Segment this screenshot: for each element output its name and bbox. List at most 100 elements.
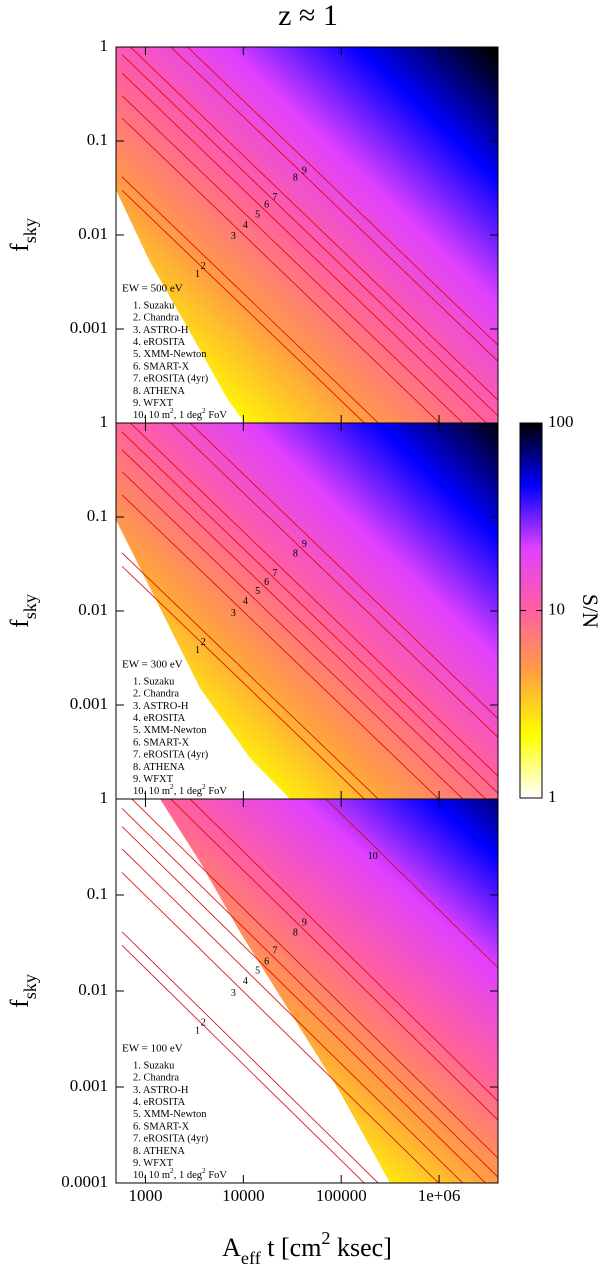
survey-line xyxy=(121,176,379,423)
legend-item: 5. XMM-Newton xyxy=(133,1109,207,1120)
x-tick-label: 1e+06 xyxy=(418,1186,461,1205)
survey-label: 9 xyxy=(302,917,307,928)
survey-label: 6 xyxy=(264,200,269,211)
text-part: 2 xyxy=(321,1228,330,1248)
legend-item: 6. SMART-X xyxy=(133,737,190,748)
survey-line xyxy=(121,931,379,1183)
text-part: eff xyxy=(241,1248,262,1268)
survey-label: 3 xyxy=(231,608,236,619)
survey-label: 1 xyxy=(195,645,200,656)
survey-label: 8 xyxy=(293,927,298,938)
text-part: 2 xyxy=(202,1166,206,1175)
text-part: FoV xyxy=(206,1170,228,1181)
survey-line xyxy=(121,848,464,1183)
survey-label: 6 xyxy=(264,956,269,967)
legend-item: 7. eROSITA (4yr) xyxy=(133,750,209,761)
legend-item: 4. eROSITA xyxy=(133,337,186,348)
text-part: , 1 deg xyxy=(174,410,203,421)
legend-item: 6. SMART-X xyxy=(133,1121,190,1132)
text-part: t [cm xyxy=(261,1233,322,1262)
y-tick-label: 0.0001 xyxy=(61,1172,108,1191)
survey-label: 3 xyxy=(231,988,236,999)
survey-label: 4 xyxy=(243,976,248,987)
legend-item: 9. WFXT xyxy=(133,398,174,409)
legend-title: EW = 500 eV xyxy=(122,283,183,295)
legend-item: 2. Chandra xyxy=(133,689,179,700)
legend-item: 2. Chandra xyxy=(133,313,179,324)
legend-item: 8. ATHENA xyxy=(133,762,185,773)
legend-item: 4. eROSITA xyxy=(133,1097,186,1108)
legend-item: 8. ATHENA xyxy=(133,386,185,397)
survey-label: 1 xyxy=(195,269,200,280)
survey-line xyxy=(121,872,440,1183)
no-detection-region xyxy=(116,799,390,1183)
legend-item: 9. WFXT xyxy=(133,774,174,785)
survey-line xyxy=(325,799,498,969)
legend-item: 9. WFXT xyxy=(133,1158,174,1169)
colorbar-tick-label: 100 xyxy=(548,412,574,431)
survey-line xyxy=(121,54,498,417)
text-part: f xyxy=(5,243,34,252)
text-part: 2 xyxy=(170,1166,174,1175)
x-tick-label: 1000 xyxy=(128,1186,162,1205)
survey-line xyxy=(121,565,365,799)
survey-line xyxy=(170,47,498,362)
text-part: f xyxy=(5,619,34,628)
survey-line xyxy=(121,95,464,423)
text-part: 2 xyxy=(170,782,174,791)
legend-title: EW = 300 eV xyxy=(122,659,183,671)
y-tick-label: 0.01 xyxy=(78,980,108,999)
survey-label: 2 xyxy=(201,261,206,272)
no-detection-region xyxy=(116,190,245,423)
y-tick-label: 0.01 xyxy=(78,224,108,243)
legend-item: 5. XMM-Newton xyxy=(133,725,207,736)
y-tick-label: 0.001 xyxy=(70,1076,108,1095)
legend-item: 2. Chandra xyxy=(133,1073,179,1084)
y-axis-label: fsky xyxy=(5,973,40,1008)
text-part: FoV xyxy=(206,410,228,421)
legend-item: 6. SMART-X xyxy=(133,361,190,372)
y-tick-label: 0.1 xyxy=(87,130,108,149)
survey-line xyxy=(121,552,379,799)
survey-label: 3 xyxy=(231,231,236,242)
legend-item: 10. 10 m2, 1 deg2 FoV xyxy=(133,1166,227,1181)
text-part: sky xyxy=(20,217,40,243)
legend-item: 3. ASTRO-H xyxy=(133,701,189,712)
survey-label: 7 xyxy=(272,568,277,579)
legend-item: 1. Suzaku xyxy=(133,300,175,311)
survey-label: 7 xyxy=(272,945,277,956)
survey-label: 6 xyxy=(264,577,269,588)
survey-line xyxy=(121,431,498,794)
survey-label: 5 xyxy=(255,586,260,597)
survey-label: 5 xyxy=(255,966,260,977)
survey-line xyxy=(170,423,498,738)
colorbar-tick-label: 1 xyxy=(548,787,557,806)
x-axis-label: Aeff t [cm2 ksec] xyxy=(222,1228,392,1268)
text-part: 2 xyxy=(202,782,206,791)
legend-item: 10. 10 m2, 1 deg2 FoV xyxy=(133,406,227,421)
y-tick-label: 0.1 xyxy=(87,506,108,525)
y-tick-label: 1 xyxy=(100,36,109,55)
text-part: sky xyxy=(20,973,40,999)
survey-line xyxy=(121,72,487,423)
survey-label: 2 xyxy=(201,637,206,648)
legend-item: 10. 10 m2, 1 deg2 FoV xyxy=(133,782,227,797)
text-part: 10. 10 m xyxy=(133,1170,170,1181)
y-tick-label: 1 xyxy=(100,412,109,431)
survey-label: 4 xyxy=(243,220,248,231)
text-part: 10. 10 m xyxy=(133,410,170,421)
survey-line xyxy=(121,117,441,423)
text-part: f xyxy=(5,999,34,1008)
legend-item: 4. eROSITA xyxy=(133,713,186,724)
legend-item: 5. XMM-Newton xyxy=(133,349,207,360)
legend-item: 7. eROSITA (4yr) xyxy=(133,1134,209,1145)
y-tick-label: 0.1 xyxy=(87,884,108,903)
y-axis-label: fsky xyxy=(5,217,40,252)
survey-line xyxy=(121,808,498,1178)
figure-title: z ≈ 1 xyxy=(278,0,338,32)
y-tick-label: 1 xyxy=(100,788,109,807)
legend-title: EW = 100 eV xyxy=(122,1043,183,1055)
y-tick-label: 0.001 xyxy=(70,694,108,713)
survey-line xyxy=(121,471,464,799)
